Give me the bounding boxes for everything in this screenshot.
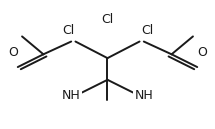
- Text: O: O: [197, 46, 207, 59]
- Text: Cl: Cl: [62, 24, 74, 37]
- Text: O: O: [8, 46, 18, 59]
- Text: NH: NH: [134, 89, 153, 102]
- Text: NH: NH: [62, 89, 81, 102]
- Text: Cl: Cl: [141, 24, 153, 37]
- Text: Cl: Cl: [101, 13, 114, 26]
